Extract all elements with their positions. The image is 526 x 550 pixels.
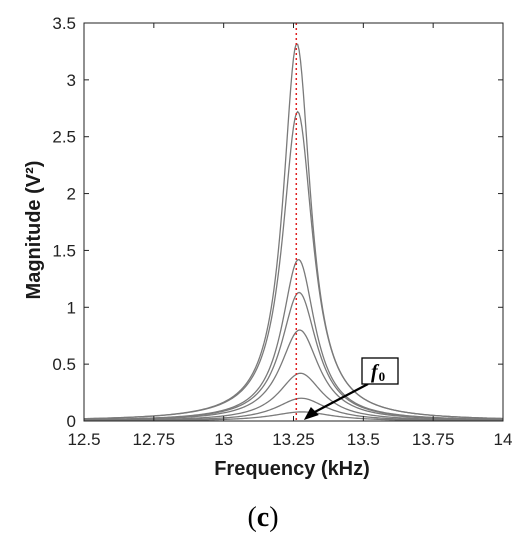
- axes-group: 12.5 12.75 13 13.25 13.5 13.75 14 0 0.5 1 1.5 2 2.5 3…: [52, 14, 512, 449]
- x-tick-label: 12.75: [133, 430, 176, 449]
- annotation-arrow-shaft: [312, 383, 369, 414]
- x-axis-title: Frequency (kHz): [214, 458, 370, 480]
- x-tick-label: 12.5: [67, 430, 100, 449]
- y-tick-label: 2: [67, 185, 76, 204]
- y-tick-label: 1: [67, 298, 76, 317]
- y-axis-title: Magnitude (V²): [23, 161, 45, 300]
- f0-annotation: f0: [303, 357, 399, 420]
- y-tick-label: 2.5: [52, 128, 76, 147]
- y-tick-label: 0.5: [52, 355, 76, 374]
- annotation-box: [361, 357, 399, 385]
- y-tick-label: 0: [67, 412, 76, 431]
- y-tick-label: 3: [67, 71, 76, 90]
- x-tick-label: 13.5: [347, 430, 380, 449]
- annotation-subscript: 0: [379, 369, 386, 384]
- resonance-chart: 12.5 12.75 13 13.25 13.5 13.75 14 0 0.5 1 1.5 2 2.5 3…: [23, 14, 512, 480]
- plot-area: [84, 23, 503, 421]
- x-tick-label: 13: [214, 430, 233, 449]
- y-tick-label: 1.5: [52, 241, 76, 260]
- caption-letter: c: [256, 502, 270, 533]
- caption-open: (: [247, 502, 257, 533]
- plot-background: [84, 23, 503, 421]
- x-tick-label: 13.25: [272, 430, 315, 449]
- x-tick-label: 13.75: [412, 430, 455, 449]
- caption-close: ): [269, 502, 279, 533]
- x-tick-label: 14: [494, 430, 513, 449]
- figure-caption: (c): [0, 502, 526, 534]
- y-tick-label: 3.5: [52, 14, 76, 33]
- annotation-arrow-head: [303, 407, 319, 420]
